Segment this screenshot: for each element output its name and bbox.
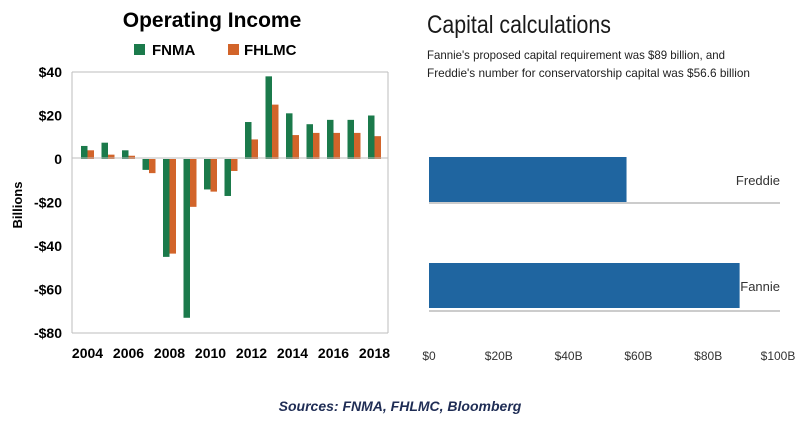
x-tick-label: 2018 bbox=[359, 345, 390, 361]
x-tick-label: 2012 bbox=[236, 345, 267, 361]
x-tick-label: 2006 bbox=[113, 345, 144, 361]
capital-bars: Freddie Fannie bbox=[429, 157, 780, 312]
x-axis-ticks: $0 $20B $40B $60B $80B $100B bbox=[422, 349, 795, 363]
bar-fhlmc-2017 bbox=[354, 132, 361, 159]
y-tick-label: -$40 bbox=[34, 238, 62, 254]
bar-fnma-2011 bbox=[224, 159, 231, 196]
bar-fhlmc-2014 bbox=[292, 135, 299, 159]
operating-income-chart: Operating Income FNMA FHLMC Billions $40… bbox=[10, 9, 390, 361]
bar-fhlmc-2007 bbox=[149, 159, 156, 174]
bar-freddie bbox=[429, 157, 627, 202]
bar-fnma-2009 bbox=[183, 159, 190, 318]
bar-fhlmc-2005 bbox=[108, 154, 115, 159]
y-axis-ticks: $40 $20 0 -$20 -$40 -$60 -$80 bbox=[34, 64, 62, 341]
left-chart-title: Operating Income bbox=[123, 9, 302, 32]
subtitle-line-1: Fannie's proposed capital requirement wa… bbox=[427, 48, 725, 62]
bar-fhlmc-2010 bbox=[210, 159, 217, 192]
bar-fhlmc-2015 bbox=[313, 132, 320, 159]
x-tick-label: 2008 bbox=[154, 345, 185, 361]
bar-fhlmc-2006 bbox=[128, 155, 135, 159]
bar-fnma-2018 bbox=[368, 115, 375, 159]
legend-label-fhlmc: FHLMC bbox=[244, 42, 297, 59]
category-label-freddie: Freddie bbox=[736, 173, 780, 188]
x-tick-label: $80B bbox=[694, 349, 722, 363]
bar-fnma-2006 bbox=[122, 150, 129, 159]
y-tick-label: 0 bbox=[54, 151, 62, 167]
subtitle-line-2: Freddie's number for conservatorship cap… bbox=[427, 66, 750, 80]
bar-fnma-2017 bbox=[347, 119, 354, 159]
y-tick-label: $40 bbox=[39, 64, 63, 80]
bar-fnma-2016 bbox=[327, 119, 334, 159]
bars bbox=[81, 76, 381, 318]
bar-fnma-2010 bbox=[204, 159, 211, 190]
bar-fhlmc-2004 bbox=[87, 150, 94, 159]
y-tick-label: -$20 bbox=[34, 195, 62, 211]
capital-calculations-chart: Capital calculations Fannie's proposed c… bbox=[422, 11, 795, 363]
x-tick-label: $60B bbox=[624, 349, 652, 363]
bar-fnma-2012 bbox=[245, 122, 252, 159]
x-tick-label: $0 bbox=[422, 349, 436, 363]
legend-swatch-fhlmc bbox=[228, 44, 239, 55]
bar-fhlmc-2011 bbox=[231, 159, 238, 171]
x-tick-label: 2016 bbox=[318, 345, 349, 361]
category-label-fannie: Fannie bbox=[740, 279, 780, 294]
x-tick-label: 2010 bbox=[195, 345, 226, 361]
sources-footnote: Sources: FNMA, FHLMC, Bloomberg bbox=[278, 398, 522, 414]
right-chart-title: Capital calculations bbox=[427, 11, 611, 39]
bar-fnma-2005 bbox=[101, 142, 108, 159]
bar-fnma-2008 bbox=[163, 159, 170, 257]
legend: FNMA FHLMC bbox=[134, 42, 297, 59]
x-tick-label: $40B bbox=[555, 349, 583, 363]
legend-swatch-fnma bbox=[134, 44, 145, 55]
bar-fnma-2015 bbox=[306, 124, 313, 159]
y-tick-label: -$80 bbox=[34, 325, 62, 341]
bar-fhlmc-2009 bbox=[190, 159, 197, 207]
bar-fhlmc-2016 bbox=[333, 132, 340, 159]
y-tick-label: -$60 bbox=[34, 282, 62, 298]
x-tick-label: $20B bbox=[485, 349, 513, 363]
bar-fhlmc-2018 bbox=[374, 136, 381, 159]
bar-fhlmc-2013 bbox=[272, 104, 279, 159]
y-tick-label: $20 bbox=[39, 108, 63, 124]
x-axis-ticks: 2004 2006 2008 2010 2012 2014 2016 2018 bbox=[72, 345, 390, 361]
legend-label-fnma: FNMA bbox=[152, 42, 195, 59]
bar-fhlmc-2012 bbox=[251, 139, 258, 159]
y-axis-title: Billions bbox=[10, 182, 25, 229]
x-tick-label: 2014 bbox=[277, 345, 308, 361]
bar-fnma-2004 bbox=[81, 145, 88, 159]
bar-fannie bbox=[429, 263, 740, 308]
x-tick-label: $100B bbox=[761, 349, 796, 363]
bar-fnma-2013 bbox=[265, 76, 272, 159]
bar-fnma-2014 bbox=[286, 113, 293, 159]
x-tick-label: 2004 bbox=[72, 345, 103, 361]
bar-fhlmc-2008 bbox=[169, 159, 176, 254]
bar-fnma-2007 bbox=[142, 159, 149, 170]
